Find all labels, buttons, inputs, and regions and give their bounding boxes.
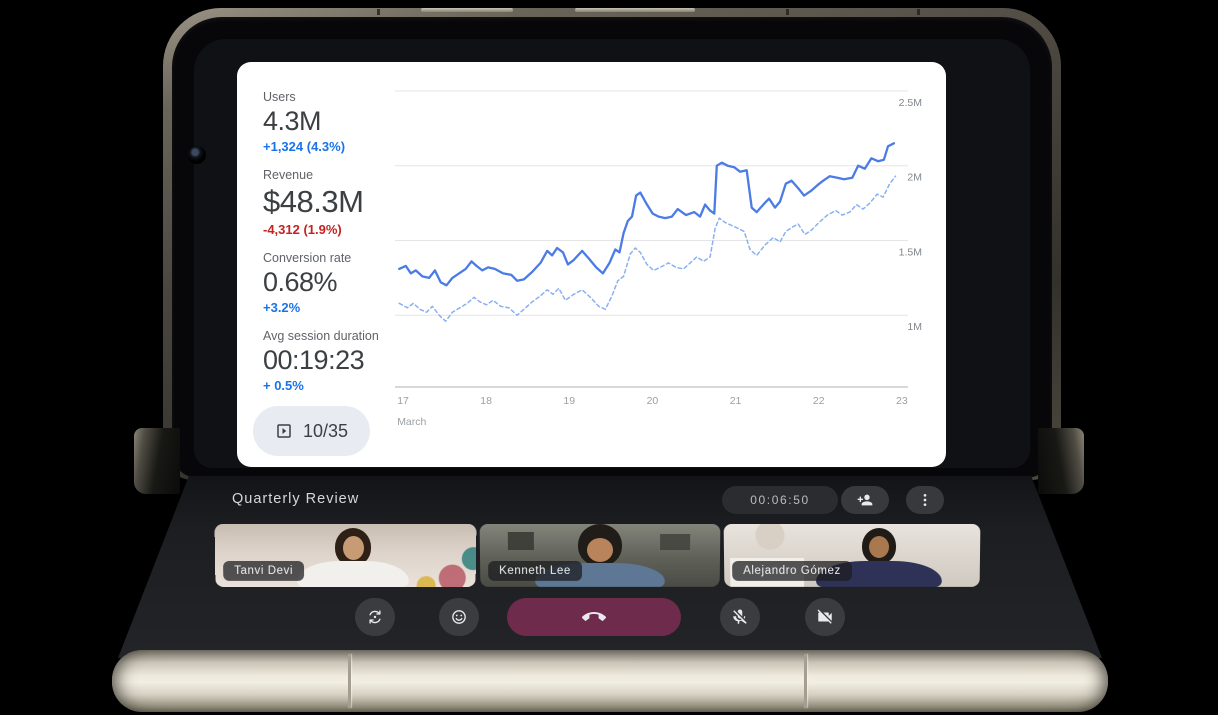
antenna-seam bbox=[348, 654, 351, 708]
svg-text:20: 20 bbox=[647, 395, 659, 407]
participant-name: Alejandro Gómez bbox=[732, 560, 852, 581]
kpi-value: 4.3M bbox=[263, 106, 322, 136]
participant-name: Kenneth Lee bbox=[488, 560, 582, 581]
antenna-line bbox=[786, 9, 789, 15]
person-add-icon bbox=[857, 494, 873, 506]
svg-text:17: 17 bbox=[397, 395, 409, 407]
more-vert-icon bbox=[923, 494, 927, 506]
kpi-session-duration: Avg session duration 00:19:23 + 0.5% bbox=[263, 329, 413, 393]
svg-text:2.5M: 2.5M bbox=[899, 97, 922, 109]
switch-camera-icon bbox=[369, 610, 381, 624]
participant-tile[interactable]: Tanvi Devi bbox=[214, 523, 477, 587]
svg-text:21: 21 bbox=[730, 395, 742, 407]
svg-text:March: March bbox=[397, 416, 426, 428]
end-call-button[interactable] bbox=[507, 598, 681, 636]
hinge-left bbox=[134, 428, 180, 494]
foldable-top-screen: Users 4.3M +1,324 (4.3%) Revenue $48.3M … bbox=[163, 8, 1061, 480]
kpi-change: +1,324 (4.3%) bbox=[263, 139, 346, 155]
call-end-icon bbox=[582, 612, 606, 621]
antenna-line bbox=[377, 9, 380, 15]
svg-text:22: 22 bbox=[813, 395, 825, 407]
antenna-seam bbox=[804, 654, 807, 708]
kpi-value: $48.3M bbox=[263, 184, 364, 220]
participant-tile[interactable]: Alejandro Gómez bbox=[723, 523, 981, 587]
kpi-panel: Users 4.3M +1,324 (4.3%) Revenue $48.3M … bbox=[263, 90, 413, 407]
kpi-change: +3.2% bbox=[263, 299, 301, 315]
kpi-label: Conversion rate bbox=[263, 250, 352, 265]
participant-tiles: Tanvi Devi Kenneth Lee Alejandro Gómez bbox=[214, 523, 981, 587]
more-options-button[interactable] bbox=[906, 486, 944, 514]
svg-text:1.5M: 1.5M bbox=[899, 247, 922, 259]
users-line-chart: 2.5M 2M 1.5M 1M 17 18 19 20 21 22 23 March bbox=[395, 90, 922, 428]
svg-text:18: 18 bbox=[480, 395, 492, 407]
svg-text:23: 23 bbox=[896, 395, 908, 407]
meeting-title: Quarterly Review bbox=[232, 491, 360, 507]
slide-counter-label: 10/35 bbox=[303, 420, 349, 441]
kpi-change: -4,312 (1.9%) bbox=[263, 221, 342, 237]
kpi-label: Avg session duration bbox=[263, 328, 379, 343]
hinge-right bbox=[1038, 428, 1084, 494]
volume-button bbox=[421, 8, 513, 12]
device-base-edge bbox=[112, 650, 1108, 712]
kpi-label: Users bbox=[263, 90, 296, 104]
svg-text:2M: 2M bbox=[907, 172, 922, 184]
participant-tile[interactable]: Kenneth Lee bbox=[479, 523, 721, 587]
slideshow-icon bbox=[277, 424, 291, 438]
call-timer-label: 00:06:50 bbox=[750, 493, 810, 507]
slide-counter-button[interactable]: 10/35 bbox=[253, 406, 371, 456]
mic-off-icon bbox=[733, 609, 747, 624]
call-timer: 00:06:50 bbox=[722, 486, 838, 514]
mute-mic-button[interactable] bbox=[720, 598, 760, 636]
kpi-value: 00:19:23 bbox=[263, 344, 365, 375]
power-button bbox=[575, 8, 695, 12]
kpi-revenue: Revenue $48.3M -4,312 (1.9%) bbox=[263, 168, 413, 236]
kpi-users: Users 4.3M +1,324 (4.3%) bbox=[263, 90, 413, 154]
kpi-conversion-rate: Conversion rate 0.68% +3.2% bbox=[263, 251, 413, 315]
svg-text:19: 19 bbox=[563, 395, 575, 407]
participant-name: Tanvi Devi bbox=[223, 560, 305, 581]
kpi-change: + 0.5% bbox=[263, 377, 304, 393]
switch-camera-button[interactable] bbox=[355, 598, 395, 636]
front-camera bbox=[188, 146, 206, 164]
kpi-label: Revenue bbox=[263, 168, 314, 183]
camera-off-button[interactable] bbox=[805, 598, 845, 636]
antenna-line bbox=[917, 9, 920, 15]
foldable-bottom-screen: Quarterly Review 00:06:50 Tanvi Devi bbox=[118, 476, 1102, 658]
shared-analytics-slide: Users 4.3M +1,324 (4.3%) Revenue $48.3M … bbox=[237, 62, 946, 467]
emoji-reactions-icon bbox=[452, 610, 466, 624]
kpi-value: 0.68% bbox=[263, 266, 338, 297]
add-person-button[interactable] bbox=[841, 486, 889, 514]
videocam-off-icon bbox=[817, 609, 832, 624]
emoji-reactions-button[interactable] bbox=[439, 598, 479, 636]
svg-text:1M: 1M bbox=[907, 321, 922, 333]
